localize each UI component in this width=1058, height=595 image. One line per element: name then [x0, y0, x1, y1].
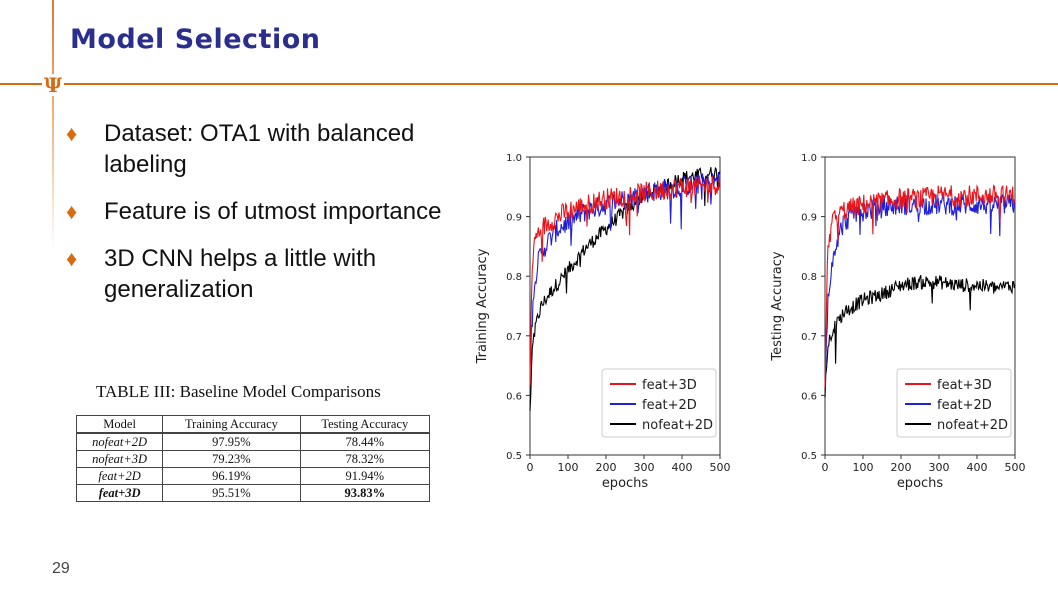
x-tick-label: 300: [929, 461, 950, 474]
page-number: 29: [52, 560, 70, 577]
x-tick-label: 100: [853, 461, 874, 474]
testing-accuracy-chart: 0.5 0.6 0.7 0.8 0.9 1.0 0 100 200 300 400 500 epochs…: [765, 145, 1035, 500]
x-tick-label: 0: [527, 461, 534, 474]
legend-label: feat+2D: [642, 398, 697, 413]
legend-box: [601, 368, 717, 438]
table-row: nofeat+2D 97.95% 78.44%: [75, 432, 431, 451]
table-cell-model: nofeat+3D: [75, 450, 164, 468]
table-row: nofeat+3D 79.23% 78.32%: [75, 450, 431, 468]
table-cell-train: 79.23%: [162, 450, 301, 468]
table-cell-test: 78.32%: [299, 450, 431, 468]
y-tick-label: 0.5: [506, 451, 522, 462]
diamond-bullet-icon: ♦: [66, 199, 78, 224]
legend-label: feat+2D: [937, 398, 992, 413]
table-caption: TABLE III: Baseline Model Comparisons: [96, 382, 381, 401]
bullet-text: Feature is of utmost importance: [104, 198, 442, 225]
table-row: feat+2D 96.19% 91.94%: [75, 467, 431, 485]
table-row: feat+3D 95.51% 93.83%: [75, 484, 431, 502]
y-tick-label: 0.7: [506, 332, 522, 343]
comparison-table: Model Training Accuracy Testing Accuracy…: [75, 415, 431, 502]
training-accuracy-chart: 0.5 0.6 0.7 0.8 0.9 1.0 0 100 200 300 400 500 epochs…: [470, 145, 740, 500]
x-tick-label: 200: [596, 461, 617, 474]
x-tick-label: 500: [1005, 461, 1026, 474]
x-tick-label: 400: [672, 461, 693, 474]
x-tick-label: 500: [710, 461, 731, 474]
header-rule: [0, 83, 1058, 85]
y-tick-label: 0.9: [506, 213, 522, 224]
series-line-feat-3D: [529, 175, 721, 387]
bullet-text: Dataset: OTA1 with balanced labeling: [104, 120, 415, 178]
y-tick-label: 1.0: [801, 153, 817, 164]
y-axis-label: Training Accuracy: [475, 248, 490, 364]
diamond-bullet-icon: ♦: [66, 121, 78, 146]
bullet-list: ♦ Dataset: OTA1 with balanced labeling ♦ F…: [62, 118, 452, 321]
series-line-feat-3D: [824, 184, 1016, 388]
legend-label: feat+3D: [642, 378, 697, 393]
table-cell-test: 78.44%: [299, 432, 431, 451]
table-header-row: Model Training Accuracy Testing Accuracy: [75, 415, 431, 434]
y-tick-label: 0.7: [801, 332, 817, 343]
table-header: Testing Accuracy: [299, 415, 431, 434]
table-header: Training Accuracy: [162, 415, 301, 434]
legend-label: nofeat+2D: [642, 418, 713, 433]
training-accuracy-plot: 0.5 0.6 0.7 0.8 0.9 1.0 0 100 200 300 400 500 epochs…: [475, 153, 731, 491]
legend-box: [896, 368, 1012, 438]
table-cell-train: 96.19%: [162, 467, 301, 485]
x-tick-label: 300: [634, 461, 655, 474]
bullet-text: 3D CNN helps a little with generalizatio…: [104, 245, 377, 303]
diamond-bullet-icon: ♦: [66, 246, 78, 271]
testing-accuracy-plot: 0.5 0.6 0.7 0.8 0.9 1.0 0 100 200 300 400 500 epochs…: [770, 153, 1026, 491]
bullet-item: ♦ Dataset: OTA1 with balanced labeling: [62, 118, 452, 180]
x-tick-label: 0: [822, 461, 829, 474]
bullet-item: ♦ 3D CNN helps a little with generalizati…: [62, 243, 452, 305]
table-cell-train: 95.51%: [162, 484, 301, 502]
y-tick-label: 0.5: [801, 451, 817, 462]
y-axis-label: Testing Accuracy: [770, 251, 785, 361]
slide-title: Model Selection: [70, 24, 321, 55]
y-tick-label: 0.8: [801, 272, 817, 283]
table-cell-test: 91.94%: [299, 467, 431, 485]
x-tick-label: 100: [558, 461, 579, 474]
ut-logo-icon: Ψ: [42, 73, 64, 97]
y-tick-label: 0.9: [801, 213, 817, 224]
table-cell-test: 93.83%: [299, 484, 431, 502]
left-accent-rule: [52, 0, 54, 250]
y-tick-label: 0.6: [801, 391, 817, 402]
bullet-item: ♦ Feature is of utmost importance: [62, 196, 452, 227]
table-header: Model: [75, 415, 164, 434]
table-cell-model: feat+3D: [75, 484, 164, 502]
y-tick-label: 1.0: [506, 153, 522, 164]
table-cell-model: feat+2D: [75, 467, 164, 485]
x-tick-label: 200: [891, 461, 912, 474]
y-tick-label: 0.6: [506, 391, 522, 402]
y-tick-label: 0.8: [506, 272, 522, 283]
legend-label: nofeat+2D: [937, 418, 1008, 433]
x-axis-label: epochs: [602, 476, 649, 491]
table-cell-train: 97.95%: [162, 432, 301, 451]
series-line-nofeat-2D: [824, 274, 1016, 398]
x-axis-label: epochs: [897, 476, 944, 491]
table-cell-model: nofeat+2D: [75, 432, 164, 451]
x-tick-label: 400: [967, 461, 988, 474]
legend-label: feat+3D: [937, 378, 992, 393]
